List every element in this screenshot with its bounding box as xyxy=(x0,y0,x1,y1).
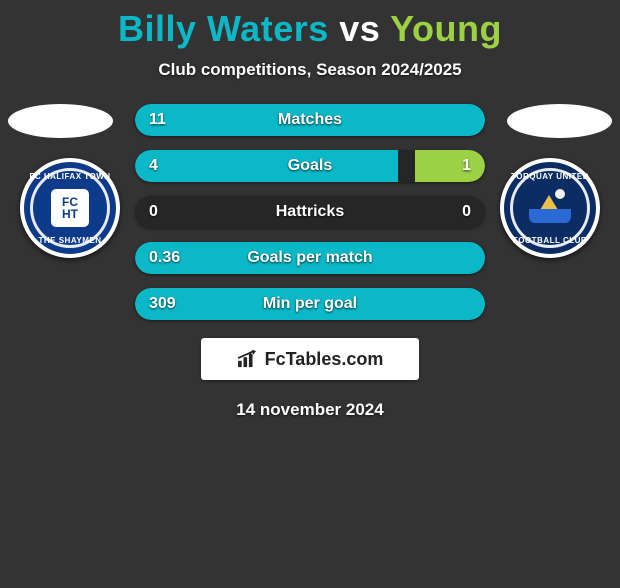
comparison-arena: FC HALIFAX TOWN FC HT THE SHAYMEN TORQUA… xyxy=(0,104,620,320)
vs-text: vs xyxy=(339,8,380,49)
player1-name: Billy Waters xyxy=(118,8,329,49)
stat-fill-left xyxy=(135,150,398,182)
stat-value-left: 309 xyxy=(149,288,176,320)
stat-fill-right xyxy=(415,150,485,182)
stat-value-right: 1 xyxy=(462,150,471,182)
crest-right-inner xyxy=(527,187,573,229)
stat-fill-left xyxy=(135,242,485,274)
club-crest-left: FC HALIFAX TOWN FC HT THE SHAYMEN xyxy=(20,158,120,258)
stat-fill-left xyxy=(135,288,485,320)
page-title: Billy Waters vs Young xyxy=(0,8,620,50)
stat-value-left: 0.36 xyxy=(149,242,180,274)
brand-badge: FcTables.com xyxy=(201,338,419,380)
stat-row: 11Matches xyxy=(135,104,485,136)
stat-row: 41Goals xyxy=(135,150,485,182)
stat-rows: 11Matches41Goals00Hattricks0.36Goals per… xyxy=(135,104,485,320)
stat-row: 0.36Goals per match xyxy=(135,242,485,274)
stat-row: 0 0Hattricks xyxy=(135,196,485,228)
crest-left-top-text: FC HALIFAX TOWN xyxy=(24,172,116,181)
crest-left-inner: FC HT xyxy=(51,189,89,227)
stat-fill-left xyxy=(135,104,485,136)
ball-icon xyxy=(555,189,565,199)
date-text: 14 november 2024 xyxy=(0,400,620,420)
stat-value-left: 4 xyxy=(149,150,158,182)
stat-label: Hattricks xyxy=(135,196,485,228)
player2-name: Young xyxy=(390,8,502,49)
pod-right xyxy=(507,104,612,138)
crest-left-bottom-text: THE SHAYMEN xyxy=(24,236,116,245)
crest-right-top-text: TORQUAY UNITED xyxy=(504,172,596,181)
pod-left xyxy=(8,104,113,138)
stat-value-right: 0 xyxy=(462,196,471,228)
stat-value-left: 0 xyxy=(149,196,158,228)
crest-right-bottom-text: FOOTBALL CLUB xyxy=(504,236,596,245)
stat-value-left: 11 xyxy=(149,104,166,136)
club-crest-right: TORQUAY UNITED FOOTBALL CLUB xyxy=(500,158,600,258)
bar-chart-icon xyxy=(237,350,259,368)
crest-left-initials: FC HT xyxy=(62,196,78,220)
subtitle: Club competitions, Season 2024/2025 xyxy=(0,60,620,80)
sea-icon xyxy=(529,209,571,223)
brand-text: FcTables.com xyxy=(265,349,384,370)
stat-row: 309Min per goal xyxy=(135,288,485,320)
